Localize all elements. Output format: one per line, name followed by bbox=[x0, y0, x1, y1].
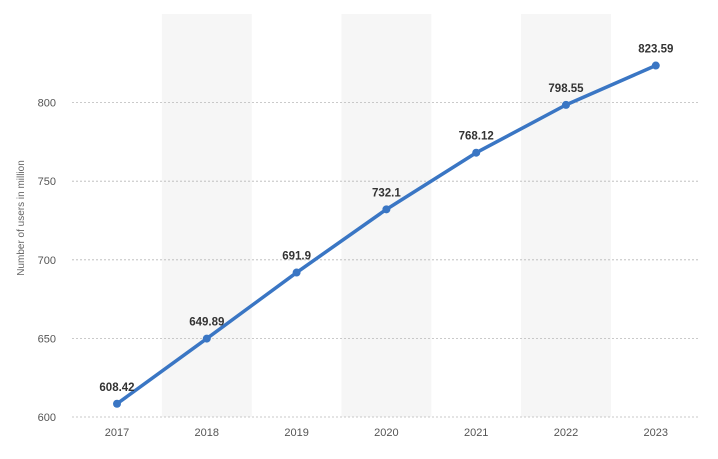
data-labels: 608.42 649.89 691.9 732.1 768.12 798.55 823.59 bbox=[99, 44, 673, 394]
x-tick-label: 2017 bbox=[105, 427, 129, 439]
data-label-2021: 768.12 bbox=[459, 131, 494, 143]
y-tick-label: 650 bbox=[38, 333, 56, 345]
background-band-2018 bbox=[161, 14, 252, 417]
data-point-2023[interactable] bbox=[651, 61, 660, 70]
x-tick-label: 2023 bbox=[644, 427, 668, 439]
y-tick-label: 700 bbox=[38, 255, 56, 267]
data-point-2022[interactable] bbox=[562, 100, 570, 109]
data-point-2021[interactable] bbox=[472, 148, 481, 157]
x-tick-label: 2019 bbox=[284, 427, 308, 439]
data-label-2017: 608.42 bbox=[99, 382, 134, 394]
y-axis-ticks: 600 650 700 750 800 bbox=[38, 98, 56, 424]
data-points bbox=[113, 61, 660, 408]
y-tick-label: 800 bbox=[38, 98, 56, 110]
x-tick-label: 2022 bbox=[554, 427, 578, 439]
x-tick-label: 2020 bbox=[374, 427, 398, 439]
data-label-2023: 823.59 bbox=[638, 44, 673, 56]
data-point-2019[interactable] bbox=[292, 268, 301, 277]
data-label-2022: 798.55 bbox=[548, 83, 584, 95]
x-tick-label: 2021 bbox=[464, 427, 488, 439]
x-axis-ticks: 2017 2018 2019 2020 2021 2022 2023 bbox=[105, 427, 668, 439]
background-band-2022 bbox=[521, 14, 611, 417]
data-point-2020[interactable] bbox=[382, 205, 391, 214]
data-point-2017[interactable] bbox=[113, 399, 121, 408]
x-tick-label: 2018 bbox=[195, 427, 219, 439]
background-band-2020 bbox=[341, 14, 432, 417]
data-point-2018[interactable] bbox=[202, 334, 211, 343]
y-tick-label: 600 bbox=[38, 412, 56, 424]
y-tick-label: 750 bbox=[38, 176, 56, 188]
data-label-2018: 649.89 bbox=[189, 317, 224, 329]
data-label-2019: 691.9 bbox=[282, 251, 311, 263]
y-axis-title: Number of users in million bbox=[16, 160, 27, 276]
data-label-2020: 732.1 bbox=[372, 187, 401, 199]
gridlines bbox=[72, 102, 700, 418]
background-bands bbox=[161, 14, 611, 417]
